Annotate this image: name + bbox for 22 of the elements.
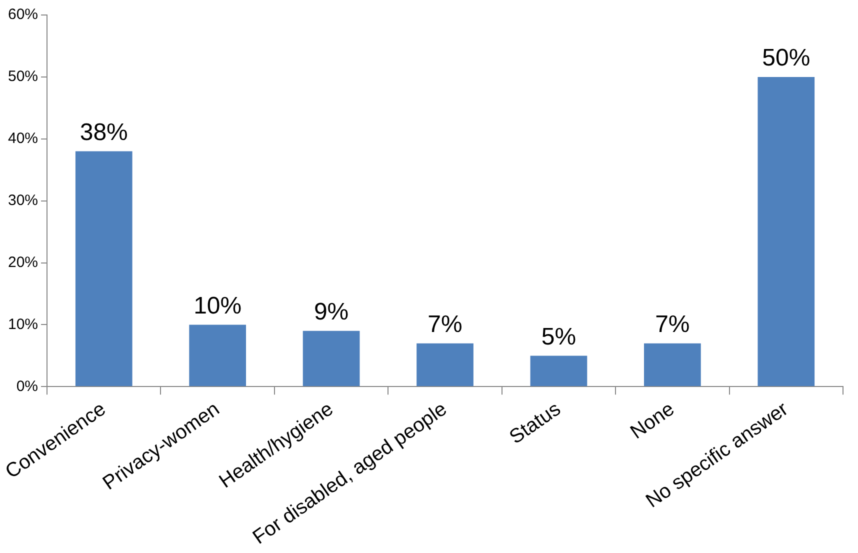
bar (644, 343, 701, 386)
y-tick-label: 60% (8, 6, 38, 24)
data-label: 50% (762, 44, 810, 72)
data-label: 10% (194, 292, 242, 320)
bar (530, 356, 588, 386)
x-tick-label: None (626, 398, 678, 444)
y-tick-label: 20% (8, 254, 38, 271)
data-label: 7% (655, 310, 690, 338)
y-tick-label: 10% (8, 316, 38, 333)
data-label: 9% (314, 298, 349, 326)
bar (189, 324, 246, 386)
data-label: 7% (428, 310, 462, 338)
data-label: 38% (80, 118, 128, 146)
bar (758, 76, 815, 386)
y-tick-label: 0% (16, 378, 38, 395)
y-tick-label: 40% (8, 130, 38, 148)
bar (75, 151, 132, 386)
y-tick-label: 30% (8, 192, 38, 209)
bar (416, 343, 474, 386)
bar (302, 330, 360, 386)
y-tick-label: 50% (8, 68, 38, 86)
data-label: 5% (541, 323, 576, 350)
